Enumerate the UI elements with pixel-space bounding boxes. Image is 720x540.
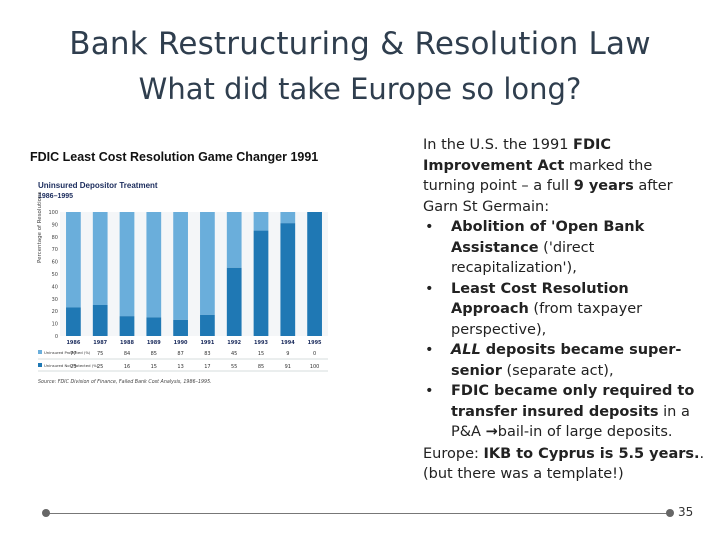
data-label-protected: 15 <box>258 351 264 357</box>
data-label-protected: 0 <box>313 351 316 357</box>
x-tick-label: 1992 <box>227 340 241 346</box>
bar-not-protected <box>119 316 135 336</box>
footer-dot-right <box>666 509 674 517</box>
bullet-icon: • <box>425 342 434 358</box>
bar-protected <box>92 212 108 305</box>
bar-protected <box>280 212 296 224</box>
x-tick-label: 1994 <box>281 340 295 346</box>
bar-protected <box>173 212 188 320</box>
x-tick-label: 1989 <box>147 340 161 346</box>
data-label-not-protected: 25 <box>97 364 103 370</box>
y-tick-label: 100 <box>48 210 58 216</box>
y-tick-label: 90 <box>52 222 58 228</box>
chart-source: Source: FDIC Division of Finance, Failed… <box>38 379 212 385</box>
bar-not-protected <box>92 305 108 336</box>
legend-label-not-protected: Uninsured Not Protected (%) <box>44 363 99 368</box>
bullet-list: • Abolition of 'Open Bank Assistance ('d… <box>423 217 708 443</box>
bullet-icon: • <box>425 219 434 235</box>
data-label-not-protected: 100 <box>310 364 320 370</box>
list-item: • Least Cost Resolution Approach (from t… <box>425 280 643 338</box>
data-label-protected: 45 <box>231 351 237 357</box>
bar-not-protected <box>307 212 322 336</box>
bar-not-protected <box>200 314 215 336</box>
bar-not-protected <box>66 307 81 336</box>
y-tick-label: 0 <box>55 334 58 340</box>
y-tick-label: 60 <box>52 260 58 266</box>
x-tick-label: 1988 <box>120 340 134 346</box>
bar-not-protected <box>173 319 188 336</box>
bar-not-protected <box>146 317 162 336</box>
bar-not-protected <box>253 230 269 336</box>
data-label-protected: 77 <box>70 351 76 357</box>
y-tick-label: 30 <box>52 297 58 303</box>
y-tick-label: 50 <box>52 272 58 278</box>
data-label-not-protected: 91 <box>285 364 291 370</box>
y-tick-label: 10 <box>52 322 58 328</box>
chart-title: Uninsured Depositor Treatment <box>38 181 158 190</box>
bar-protected <box>226 212 242 268</box>
chart-subtitle: 1986–1995 <box>38 193 73 200</box>
data-label-not-protected: 16 <box>124 364 130 370</box>
data-label-not-protected: 23 <box>70 364 76 370</box>
bar-protected <box>200 212 215 315</box>
bullet-icon: • <box>425 383 434 399</box>
chart-caption: FDIC Least Cost Resolution Game Changer … <box>30 150 319 164</box>
list-item: • FDIC became only required to transfer … <box>425 383 695 440</box>
y-tick-label: 20 <box>52 309 58 315</box>
y-tick-label: 70 <box>52 247 58 253</box>
europe-note: Europe: IKB to Cyprus is 5.5 years.. (bu… <box>423 446 705 482</box>
legend-swatch-not-protected <box>38 363 42 367</box>
bar-protected <box>146 212 162 318</box>
bar-protected <box>119 212 135 317</box>
page-number: 35 <box>678 505 694 519</box>
slide-title: Bank Restructuring & Resolution Law <box>69 26 651 62</box>
arrow-icon: → <box>485 424 498 440</box>
legend-label-protected: Uninsured Protected (%) <box>44 350 91 355</box>
data-label-protected: 83 <box>204 351 210 357</box>
footer-divider <box>46 513 668 514</box>
data-label-protected: 87 <box>177 351 183 357</box>
bar-not-protected <box>280 223 296 336</box>
x-tick-label: 1987 <box>93 340 107 346</box>
x-tick-label: 1990 <box>174 340 188 346</box>
intro-paragraph: In the U.S. the 1991 FDIC Improvement Ac… <box>423 137 673 215</box>
data-label-protected: 84 <box>124 351 130 357</box>
list-item: • Abolition of 'Open Bank Assistance ('d… <box>425 219 645 276</box>
x-tick-label: 1991 <box>200 340 214 346</box>
data-label-protected: 9 <box>286 351 289 357</box>
bar-not-protected <box>226 267 242 336</box>
x-tick-label: 1993 <box>254 340 268 346</box>
legend-swatch-protected <box>38 350 42 354</box>
bar-chart: Uninsured Depositor Treatment 1986–1995 … <box>37 181 328 385</box>
y-axis-label: Percentage of Resolutions <box>37 192 43 263</box>
data-label-not-protected: 15 <box>151 364 157 370</box>
x-tick-label: 1995 <box>308 340 322 346</box>
y-tick-label: 40 <box>52 284 58 290</box>
right-text-block: In the U.S. the 1991 FDIC Improvement Ac… <box>423 135 708 443</box>
list-item: • ALL deposits became super-senior (sepa… <box>425 342 682 379</box>
chart-image: Uninsured Depositor Treatment 1986–1995 … <box>36 178 332 388</box>
y-tick-label: 80 <box>52 235 58 241</box>
data-label-not-protected: 17 <box>204 364 210 370</box>
data-label-protected: 85 <box>151 351 157 357</box>
bar-protected <box>66 212 81 308</box>
slide-subtitle: What did take Europe so long? <box>138 72 582 106</box>
data-label-not-protected: 85 <box>258 364 264 370</box>
data-label-not-protected: 55 <box>231 364 237 370</box>
data-label-not-protected: 13 <box>177 364 183 370</box>
bar-protected <box>253 212 269 231</box>
footer-dot-left <box>42 509 50 517</box>
bullet-icon: • <box>425 280 434 297</box>
data-label-protected: 75 <box>97 351 103 357</box>
x-tick-label: 1986 <box>66 340 80 346</box>
